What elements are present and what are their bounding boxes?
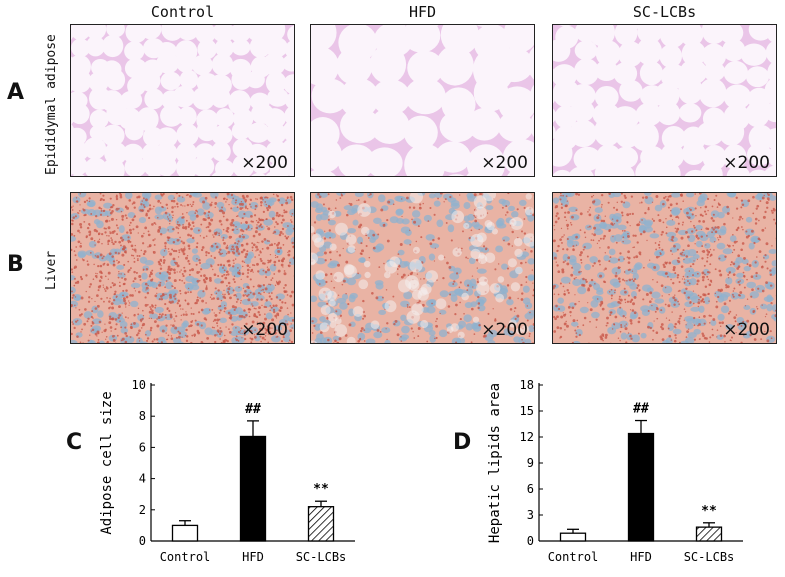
row-label-epididymal-adipose: Epididymal adipose	[44, 34, 59, 175]
liver-texture	[553, 193, 776, 343]
bar-control	[559, 532, 587, 542]
x-tick-label: HFD	[242, 550, 264, 564]
x-tick-label: HFD	[630, 550, 652, 564]
micrograph-liver-hfd: ×200	[310, 192, 535, 344]
column-title-hfd: HFD	[408, 3, 437, 21]
y-tick-label: 6	[527, 482, 534, 496]
y-tick-label: 6	[139, 440, 146, 454]
y-tick-label: 15	[520, 404, 534, 418]
magnification-label: ×200	[241, 153, 288, 173]
magnification-label: ×200	[723, 320, 770, 340]
significance-marker: ##	[245, 402, 261, 417]
adipose-texture	[71, 25, 294, 176]
chart-adipose-cell-size: Adipose cell size 0 2 4 6 8 10 Control HFD ## SC-L…	[99, 378, 355, 564]
significance-marker: ##	[633, 402, 649, 417]
panel-letter-c: C	[66, 430, 83, 455]
panel-letter-d: D	[453, 430, 472, 455]
y-tick-label: 0	[527, 534, 534, 548]
magnification-label: ×200	[241, 320, 288, 340]
magnification-label: ×200	[481, 153, 528, 173]
micrograph-adipose-sc-lcbs: ×200	[552, 24, 777, 177]
micrograph-liver-sc-lcbs: ×200	[552, 192, 777, 344]
panel-letter-b: B	[7, 252, 24, 277]
bar-hfd	[239, 435, 267, 542]
y-tick-label: 3	[527, 508, 534, 522]
significance-marker: **	[701, 504, 717, 519]
micrograph-liver-control: ×200	[70, 192, 295, 344]
x-tick-label: Control	[548, 550, 599, 564]
bar-hfd	[627, 432, 655, 542]
column-title-control: Control	[150, 3, 215, 21]
x-tick-label: SC-LCBs	[296, 550, 347, 564]
y-tick-label: 10	[132, 378, 146, 392]
x-tick-label: SC-LCBs	[684, 550, 735, 564]
adipose-texture	[553, 25, 776, 176]
y-tick-label: 4	[139, 472, 146, 486]
bar-sc-lcbs	[307, 506, 335, 542]
significance-marker: **	[313, 482, 329, 497]
y-axis-label: Hepatic lipids area	[487, 383, 503, 543]
y-tick-label: 9	[527, 456, 534, 470]
magnification-label: ×200	[481, 320, 528, 340]
panel-letter-a: A	[7, 80, 25, 105]
y-tick-label: 18	[520, 378, 534, 392]
column-title-sc-lcbs: SC-LCBs	[632, 3, 697, 21]
y-tick-label: 8	[139, 409, 146, 423]
chart-hepatic-lipids-area: Hepatic lipids area 0 3 6 9 12 15 18 Control HFD #…	[487, 378, 743, 564]
bar-control	[171, 524, 199, 542]
micrograph-adipose-control: ×200	[70, 24, 295, 177]
y-tick-label: 2	[139, 503, 146, 517]
adipose-texture	[311, 25, 534, 176]
row-label-liver: Liver	[44, 250, 59, 290]
y-tick-label: 0	[139, 534, 146, 548]
y-tick-label: 12	[520, 430, 534, 444]
liver-texture	[311, 193, 534, 343]
magnification-label: ×200	[723, 153, 770, 173]
bar-sc-lcbs	[695, 526, 723, 542]
y-axis-label: Adipose cell size	[99, 391, 115, 534]
x-tick-label: Control	[160, 550, 211, 564]
liver-texture	[71, 193, 294, 343]
micrograph-adipose-hfd: ×200	[310, 24, 535, 177]
